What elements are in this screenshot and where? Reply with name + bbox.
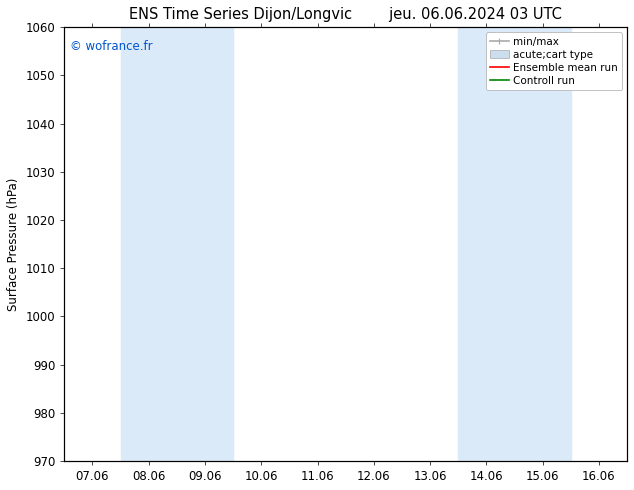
Title: ENS Time Series Dijon/Longvic        jeu. 06.06.2024 03 UTC: ENS Time Series Dijon/Longvic jeu. 06.06… <box>129 7 562 22</box>
Legend: min/max, acute;cart type, Ensemble mean run, Controll run: min/max, acute;cart type, Ensemble mean … <box>486 32 622 90</box>
Y-axis label: Surface Pressure (hPa): Surface Pressure (hPa) <box>7 177 20 311</box>
Text: © wofrance.fr: © wofrance.fr <box>70 40 153 53</box>
Bar <box>458 27 571 461</box>
Bar <box>120 27 233 461</box>
